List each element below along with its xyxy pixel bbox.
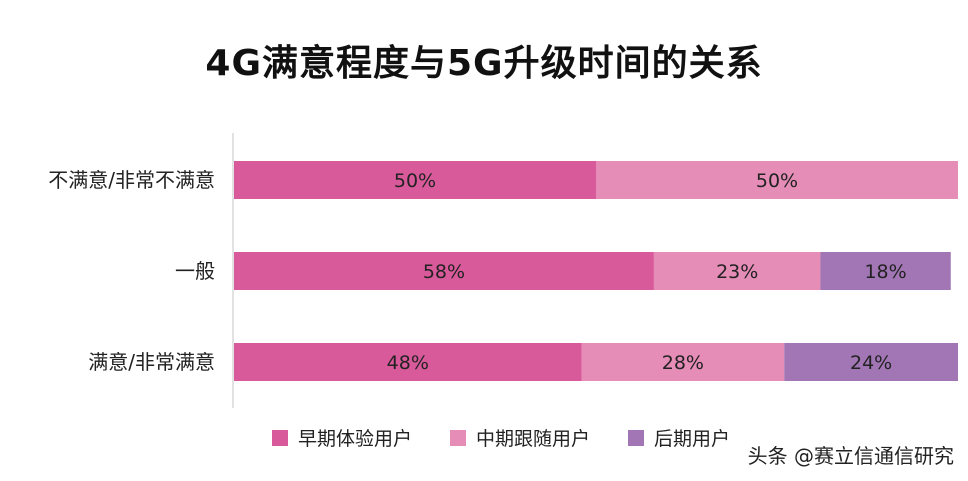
legend: 早期体验用户 中期跟随用户 后期用户 bbox=[272, 424, 730, 451]
data-label: 48% bbox=[387, 352, 429, 374]
category-label: 不满意/非常不满意 bbox=[48, 168, 215, 192]
bar-segment bbox=[820, 252, 951, 290]
watermark: 头条 @赛立信通信研究 bbox=[747, 444, 954, 468]
bar-segment bbox=[234, 252, 654, 290]
legend-label-early: 早期体验用户 bbox=[298, 428, 413, 450]
legend-item-late: 后期用户 bbox=[628, 424, 730, 451]
data-label: 58% bbox=[423, 261, 465, 283]
data-label: 24% bbox=[850, 352, 892, 374]
legend-swatch-late bbox=[628, 429, 645, 446]
category-label: 满意/非常满意 bbox=[88, 350, 215, 374]
bar-segment bbox=[784, 343, 958, 381]
data-label: 23% bbox=[716, 261, 758, 283]
bar-segment bbox=[234, 343, 582, 381]
legend-item-mid: 中期跟随用户 bbox=[450, 424, 590, 451]
legend-item-early: 早期体验用户 bbox=[272, 424, 412, 451]
bar-segment bbox=[581, 343, 785, 381]
bar-segment bbox=[596, 161, 958, 199]
chart-title: 4G满意程度与5G升级时间的关系 bbox=[205, 43, 763, 84]
legend-swatch-mid bbox=[450, 429, 467, 446]
category-label: 一般 bbox=[175, 259, 215, 283]
data-label: 50% bbox=[394, 170, 436, 192]
legend-label-mid: 中期跟随用户 bbox=[476, 428, 591, 450]
bar-segment bbox=[234, 161, 596, 199]
legend-swatch-early bbox=[272, 429, 288, 446]
bar-segment bbox=[653, 252, 821, 290]
legend-label-late: 后期用户 bbox=[654, 428, 731, 450]
data-label: 18% bbox=[864, 261, 906, 283]
data-label: 50% bbox=[756, 170, 798, 192]
data-label: 28% bbox=[662, 352, 704, 374]
